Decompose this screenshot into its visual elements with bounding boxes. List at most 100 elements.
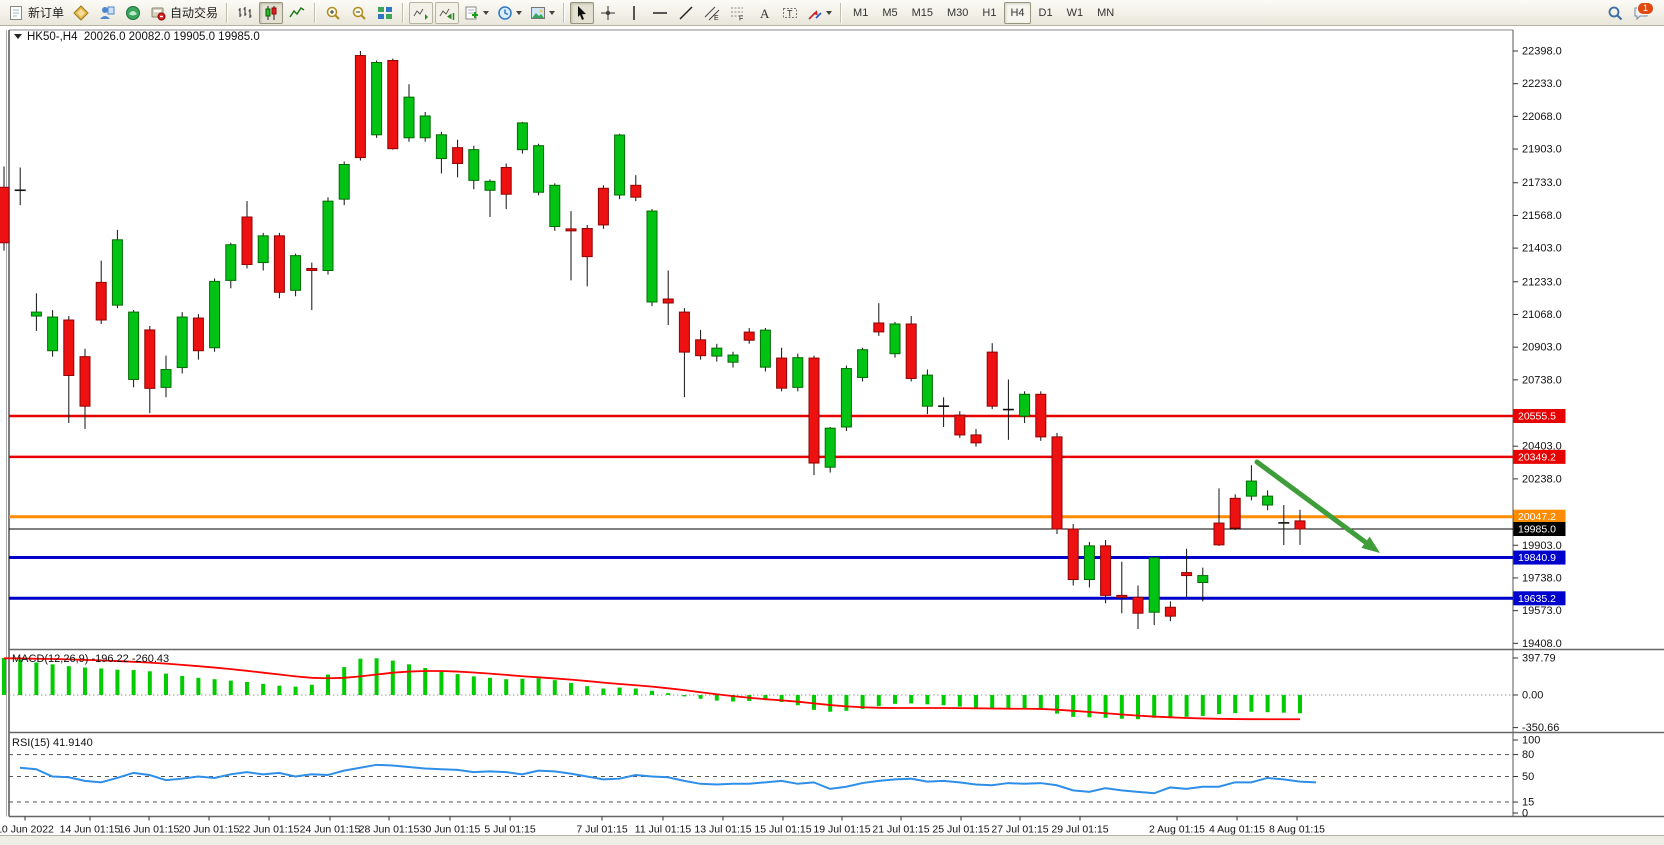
zoom-out-button[interactable] xyxy=(347,2,371,24)
candlesticks xyxy=(0,51,1306,630)
svg-text:21733.0: 21733.0 xyxy=(1522,177,1562,189)
macd-label: MACD(12,26,9) -196.22 -260.43 xyxy=(12,653,170,665)
dropdown-caret-icon[interactable] xyxy=(826,10,833,15)
chart-canvas[interactable]: 22398.0 22233.0 22068.0 21903.0 21733.0 21568… xyxy=(0,26,1664,835)
dropdown-caret-icon[interactable] xyxy=(516,10,523,15)
crosshair-icon xyxy=(600,5,616,21)
notification-badge: 1 xyxy=(1637,1,1654,15)
candlestick-button[interactable] xyxy=(259,1,284,24)
chat-button[interactable]: 1 xyxy=(1629,1,1654,24)
svg-text:20 Jun 01:15: 20 Jun 01:15 xyxy=(179,824,240,836)
price-level-lines[interactable] xyxy=(9,414,1513,600)
auto-scroll-button[interactable] xyxy=(409,1,434,24)
timeframe-w1[interactable]: W1 xyxy=(1066,6,1084,19)
templates-dropdown[interactable] xyxy=(527,2,558,24)
text-label-button[interactable]: T xyxy=(778,2,802,24)
market-watch-icon xyxy=(73,4,89,21)
svg-text:19840.9: 19840.9 xyxy=(1518,552,1556,564)
channel-icon: E xyxy=(704,5,720,21)
market-watch-button[interactable] xyxy=(69,2,93,24)
cursor-button[interactable] xyxy=(570,1,595,24)
timeframe-h1[interactable]: H1 xyxy=(982,6,997,19)
zoom-in-button[interactable] xyxy=(321,2,345,24)
text-button[interactable]: A xyxy=(752,2,776,24)
periods-dropdown[interactable] xyxy=(494,2,525,24)
chart-shift-button[interactable] xyxy=(435,1,460,24)
svg-text:15 Jul 01:15: 15 Jul 01:15 xyxy=(754,824,811,836)
svg-text:19573.0: 19573.0 xyxy=(1522,605,1562,617)
svg-text:-350.66: -350.66 xyxy=(1522,722,1559,734)
navigator-button[interactable] xyxy=(121,2,145,24)
timeframe-m30[interactable]: M30 xyxy=(947,6,969,19)
chart-menu-triangle-icon[interactable] xyxy=(14,34,22,40)
line-chart-icon xyxy=(289,5,305,21)
dropdown-caret-icon[interactable] xyxy=(483,10,490,15)
svg-text:397.79: 397.79 xyxy=(1522,653,1556,665)
bar-chart-button[interactable] xyxy=(233,2,257,24)
svg-text:19985.0: 19985.0 xyxy=(1518,524,1556,536)
new-order-button[interactable]: 新订单 xyxy=(5,2,67,24)
shapes-dropdown[interactable] xyxy=(804,2,835,24)
toolbar-separator xyxy=(402,2,405,23)
channel-button[interactable]: E xyxy=(700,2,724,24)
horizontal-line-button[interactable] xyxy=(648,2,672,24)
indicators-dropdown[interactable] xyxy=(461,2,492,24)
svg-text:19635.2: 19635.2 xyxy=(1518,593,1556,605)
timeframe-m1[interactable]: M1 xyxy=(853,6,869,19)
svg-text:100: 100 xyxy=(1522,735,1540,747)
toolbar-separator xyxy=(226,2,229,23)
svg-text:5 Jul 01:15: 5 Jul 01:15 xyxy=(484,824,536,836)
line-chart-button[interactable] xyxy=(285,2,309,24)
svg-text:0.00: 0.00 xyxy=(1522,690,1543,702)
toolbar-separator xyxy=(840,2,843,23)
toolbar-separator xyxy=(314,2,317,23)
svg-text:19408.0: 19408.0 xyxy=(1522,638,1562,650)
ohlc-values: 20026.0 20082.0 19905.0 19985.0 xyxy=(83,31,260,43)
tile-windows-button[interactable] xyxy=(373,2,397,24)
navigator-icon xyxy=(125,5,141,21)
chart-legend[interactable]: HK50-,H4 20026.0 20082.0 19905.0 19985.0 xyxy=(14,31,260,43)
price-axis[interactable]: 22398.0 22233.0 22068.0 21903.0 21733.0 21568… xyxy=(1513,46,1566,650)
timeframe-m15[interactable]: M15 xyxy=(911,6,933,19)
svg-text:21568.0: 21568.0 xyxy=(1522,210,1562,222)
trendline-button[interactable] xyxy=(674,2,698,24)
new-order-button-label: 新订单 xyxy=(28,6,65,20)
svg-text:22398.0: 22398.0 xyxy=(1522,46,1562,58)
main-toolbar: 新订单 自动交易 E F A T M1 M5 M15 M30 H1 H4 D1 W1 MN 1 xyxy=(0,0,1664,26)
bar-chart-icon xyxy=(237,5,253,21)
fibonacci-button[interactable]: F xyxy=(726,2,750,24)
candlestick-icon xyxy=(263,5,279,21)
dropdown-caret-icon[interactable] xyxy=(549,10,556,15)
toolbar-separator xyxy=(563,2,566,23)
svg-text:20738.0: 20738.0 xyxy=(1522,374,1562,386)
macd-pane[interactable]: 397.79 0.00 -350.66 xyxy=(2,653,1559,735)
svg-text:16 Jun 01:15: 16 Jun 01:15 xyxy=(119,824,180,836)
timeframe-h4[interactable]: H4 xyxy=(1004,1,1031,24)
status-bar xyxy=(0,835,1664,845)
rsi-pane[interactable]: 100 80 50 150 xyxy=(9,735,1540,820)
autotrading-button[interactable]: 自动交易 xyxy=(147,2,221,24)
svg-text:20903.0: 20903.0 xyxy=(1522,342,1562,354)
search-button[interactable] xyxy=(1603,2,1627,24)
crosshair-button[interactable] xyxy=(596,2,620,24)
timeframe-d1[interactable]: D1 xyxy=(1038,6,1053,19)
shapes-icon xyxy=(807,5,823,21)
svg-text:2 Aug 01:15: 2 Aug 01:15 xyxy=(1149,824,1205,836)
svg-text:10 Jun 2022: 10 Jun 2022 xyxy=(0,824,54,836)
svg-text:22068.0: 22068.0 xyxy=(1522,111,1562,123)
trend-arrow-annotation[interactable] xyxy=(1254,459,1380,553)
svg-text:24 Jun 01:15: 24 Jun 01:15 xyxy=(300,824,361,836)
timeframe-m5[interactable]: M5 xyxy=(882,6,898,19)
autotrading-icon xyxy=(150,5,166,21)
vertical-line-button[interactable] xyxy=(622,2,646,24)
svg-text:19903.0: 19903.0 xyxy=(1522,540,1562,552)
cursor-icon xyxy=(574,5,590,21)
svg-text:A: A xyxy=(760,6,770,21)
svg-text:50: 50 xyxy=(1522,771,1534,783)
data-window-button[interactable] xyxy=(95,2,119,24)
svg-text:8 Aug 01:15: 8 Aug 01:15 xyxy=(1269,824,1325,836)
timeframe-mn[interactable]: MN xyxy=(1097,6,1115,19)
trendline-icon xyxy=(678,5,694,21)
fibonacci-icon: F xyxy=(730,5,746,21)
